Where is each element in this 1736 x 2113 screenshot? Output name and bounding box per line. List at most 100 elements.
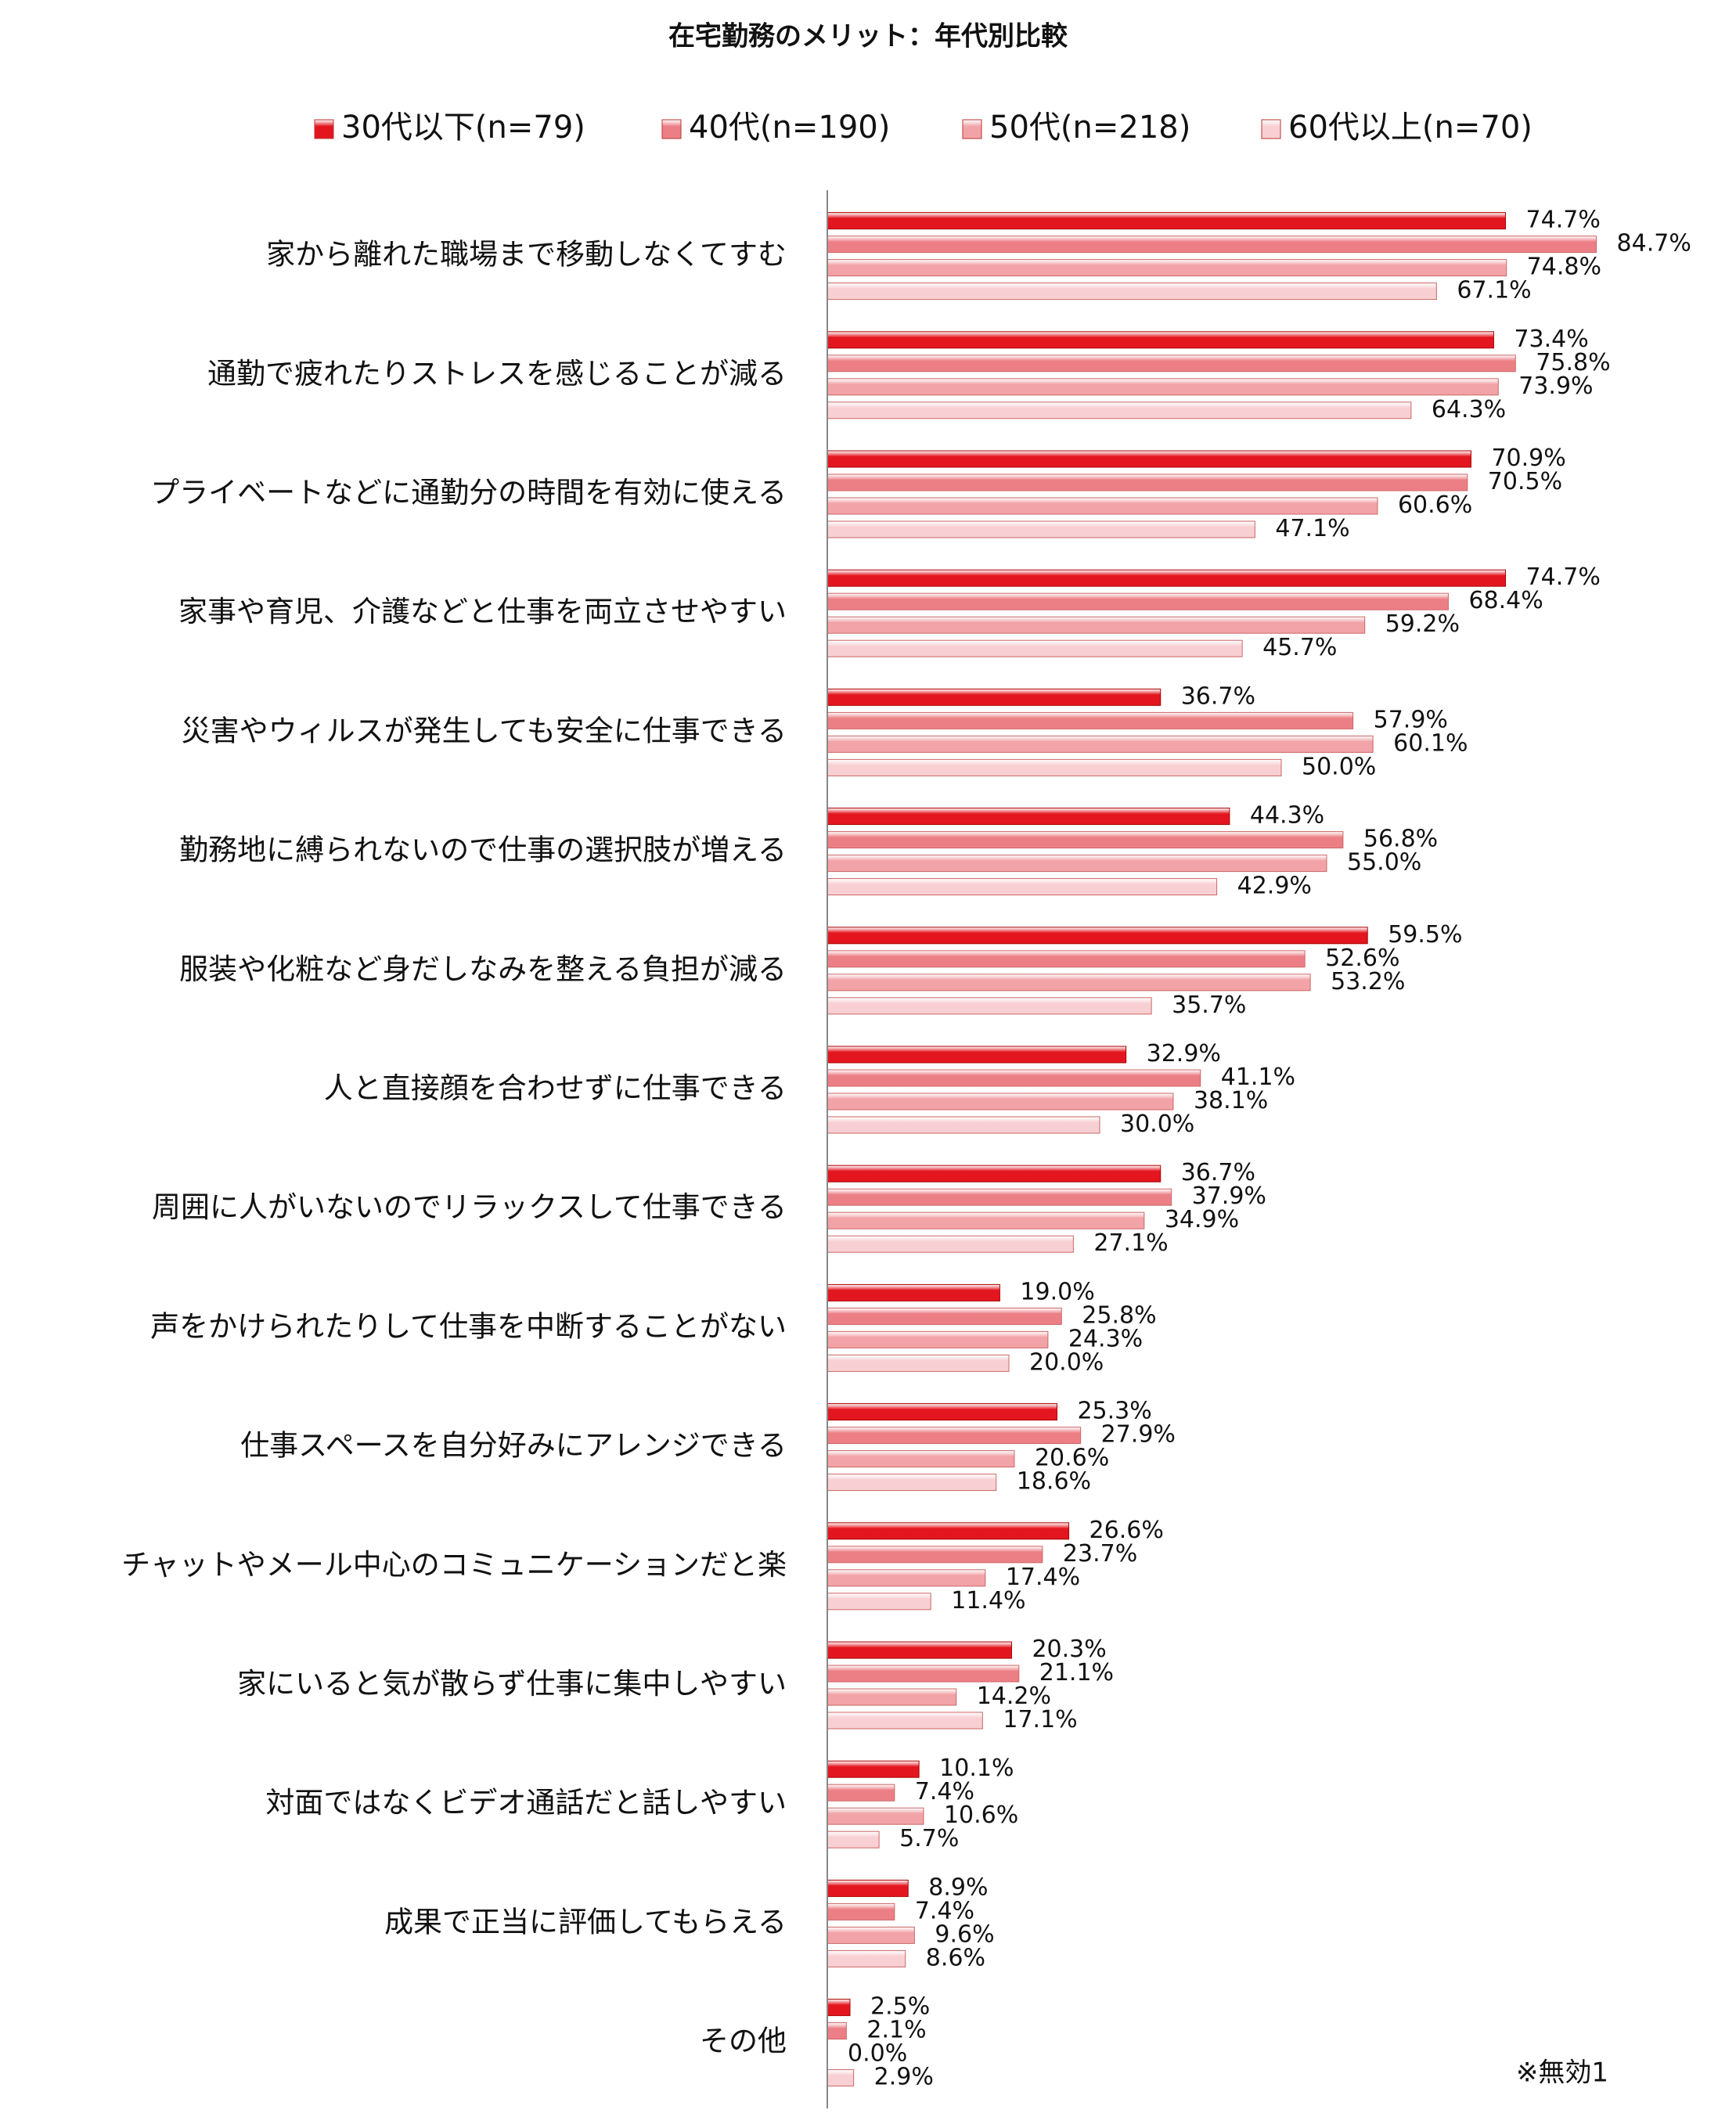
value-label: 73.4% <box>1514 326 1588 353</box>
annotation: ※無効1 <box>1516 2057 1608 2089</box>
bar <box>827 1665 1020 1683</box>
bar <box>827 1283 1000 1301</box>
value-label: 45.7% <box>1262 634 1337 661</box>
bar <box>827 831 1344 849</box>
bar <box>827 378 1499 396</box>
value-label: 57.9% <box>1374 706 1448 733</box>
category-label: 家事や育児、介護などと仕事を両立させやすい <box>178 595 787 628</box>
category-label: プライベートなどに通勤分の時間を有効に使える <box>150 476 787 509</box>
bar <box>827 331 1494 349</box>
bar <box>827 1069 1201 1087</box>
bar <box>827 1354 1010 1372</box>
chart-title: 在宅勤務のメリット：年代別比較 <box>668 21 1068 52</box>
category-label: 周囲に人がいないのでリラックスして仕事できる <box>152 1190 787 1224</box>
value-label: 21.1% <box>1039 1659 1114 1686</box>
category-label: 服装や化粧など身だしなみを整える負担が減る <box>179 952 787 986</box>
bar <box>827 259 1507 277</box>
bar <box>827 997 1152 1015</box>
bar <box>827 616 1366 634</box>
value-label: 74.7% <box>1526 207 1601 234</box>
bar <box>827 450 1471 468</box>
bar <box>827 592 1449 610</box>
value-label: 64.3% <box>1432 396 1506 423</box>
bar <box>827 473 1468 491</box>
category-label: 成果で正当に評価してもらえる <box>384 1905 787 1938</box>
value-label: 17.4% <box>1006 1564 1080 1591</box>
category-label: 声をかけられたりして仕事を中断することがない <box>150 1309 787 1343</box>
value-label: 59.5% <box>1388 921 1462 949</box>
bar <box>827 1188 1172 1206</box>
bar <box>827 1641 1012 1659</box>
category-label: 家から離れた職場まで移動しなくてすむ <box>266 238 787 272</box>
value-label: 7.4% <box>915 1778 974 1805</box>
bar <box>827 1403 1057 1421</box>
value-label: 20.6% <box>1035 1445 1109 1472</box>
bar <box>827 1807 924 1825</box>
value-label: 9.6% <box>935 1920 994 1948</box>
value-label: 27.9% <box>1101 1421 1176 1449</box>
value-label: 2.5% <box>870 1993 930 2021</box>
bar <box>827 1830 880 1848</box>
bar <box>827 1307 1062 1325</box>
value-label: 17.1% <box>1003 1706 1077 1733</box>
bar <box>827 1999 851 2017</box>
value-label: 41.1% <box>1221 1064 1295 1091</box>
bar <box>827 878 1218 896</box>
value-label: 2.1% <box>866 2017 926 2044</box>
value-label: 36.7% <box>1181 682 1255 710</box>
bar <box>827 639 1243 657</box>
bar <box>827 1211 1145 1229</box>
value-label: 55.0% <box>1347 849 1421 877</box>
value-label: 23.7% <box>1063 1540 1137 1568</box>
legend-marker <box>314 119 334 139</box>
bar <box>827 569 1507 587</box>
bar <box>827 1427 1082 1445</box>
value-label: 19.0% <box>1020 1278 1094 1305</box>
value-label: 38.1% <box>1194 1087 1268 1114</box>
bar <box>827 236 1597 254</box>
value-label: 10.1% <box>939 1755 1014 1782</box>
legend-marker <box>1261 119 1281 139</box>
legend-marker <box>661 119 682 139</box>
value-label: 42.9% <box>1237 873 1312 900</box>
value-label: 37.9% <box>1192 1182 1266 1210</box>
bar <box>827 1522 1070 1540</box>
bar <box>827 283 1437 301</box>
bar <box>827 1450 1015 1468</box>
value-label: 36.7% <box>1181 1159 1255 1186</box>
value-label: 0.0% <box>848 2040 907 2068</box>
value-label: 5.7% <box>899 1825 959 1852</box>
value-label: 60.1% <box>1393 729 1468 757</box>
value-label: 47.1% <box>1275 515 1349 542</box>
bar <box>827 711 1354 729</box>
value-label: 25.8% <box>1082 1301 1156 1329</box>
value-label: 32.9% <box>1147 1040 1221 1067</box>
value-label: 35.7% <box>1172 992 1246 1019</box>
bar <box>827 1235 1074 1253</box>
legend-label: 30代以下(n=79) <box>341 110 585 146</box>
bar <box>827 2022 847 2040</box>
category-label: 家にいると気が散らず仕事に集中しやすい <box>237 1667 787 1701</box>
bar <box>827 1688 957 1706</box>
bar <box>827 1046 1127 1064</box>
legend-label: 60代以上(n=70) <box>1288 110 1533 146</box>
category-label: 仕事スペースを自分好みにアレンジできる <box>240 1429 787 1463</box>
bar <box>827 1092 1174 1110</box>
value-label: 26.6% <box>1090 1517 1164 1544</box>
legend-label: 40代(n=190) <box>689 110 890 146</box>
bar <box>827 950 1306 968</box>
value-label: 14.2% <box>977 1683 1051 1710</box>
category-label: 対面ではなくビデオ通話だと話しやすい <box>265 1786 787 1820</box>
category-label: その他 <box>700 2025 787 2058</box>
bar <box>827 974 1311 992</box>
bar <box>827 855 1327 873</box>
legend-label: 50代(n=218) <box>989 110 1190 146</box>
bar <box>827 1164 1162 1182</box>
bar <box>827 1330 1049 1348</box>
bar <box>827 1546 1043 1564</box>
value-label: 30.0% <box>1120 1110 1194 1138</box>
value-label: 7.4% <box>915 1897 974 1924</box>
value-label: 44.3% <box>1250 802 1324 830</box>
